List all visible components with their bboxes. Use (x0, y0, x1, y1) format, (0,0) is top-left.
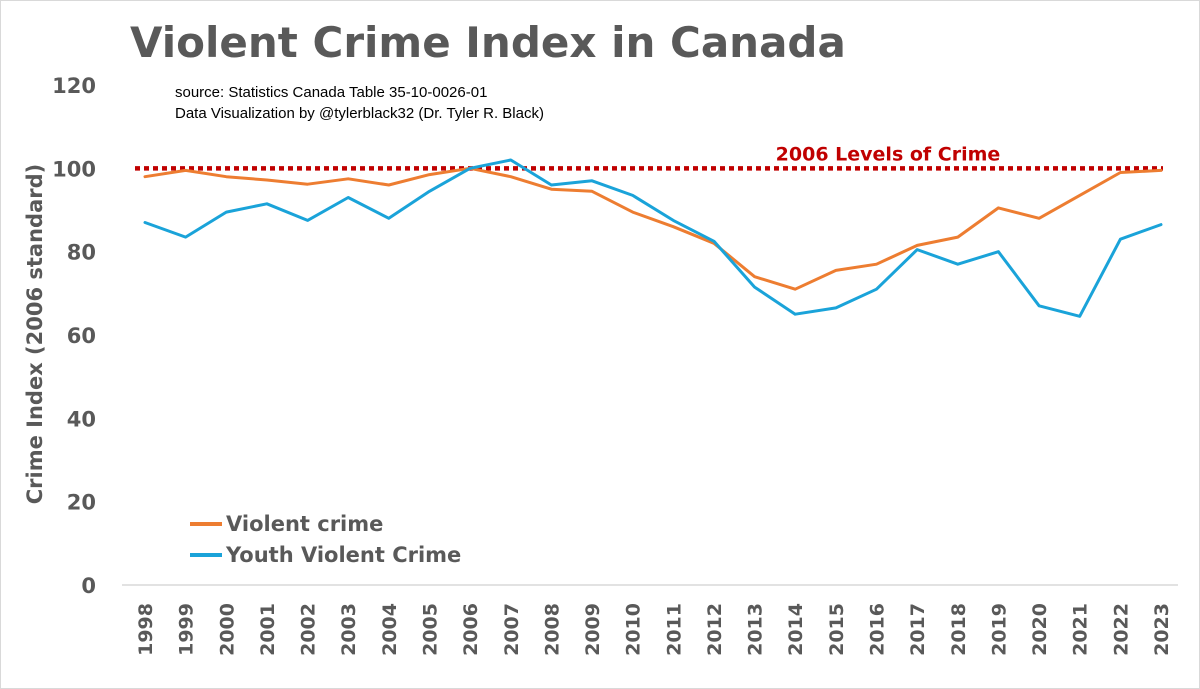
x-axis-ticks: 1998 1999 2000 2001 2002 2003 2004 2005 2006 2007… (135, 603, 1173, 656)
legend-item-youth-violent-crime: Youth Violent Crime (190, 539, 461, 570)
y-tick-label: 60 (67, 324, 96, 348)
x-tick-label: 2014 (785, 603, 807, 656)
legend-item-violent-crime: Violent crime (190, 508, 461, 539)
x-tick-label: 2005 (419, 603, 441, 656)
legend: Violent crime Youth Violent Crime (190, 508, 461, 570)
x-tick-label: 2006 (460, 603, 482, 656)
x-tick-label: 2012 (704, 603, 726, 656)
x-tick-label: 2019 (988, 603, 1010, 656)
x-tick-label: 2007 (501, 603, 523, 656)
legend-swatch-violent-crime (190, 521, 222, 526)
series-line-youth-violent-crime (143, 158, 1163, 318)
x-tick-label: 2004 (379, 603, 401, 656)
credit-line: Data Visualization by @tylerblack32 (Dr.… (175, 105, 544, 122)
source-line: source: Statistics Canada Table 35-10-00… (175, 84, 488, 101)
y-tick-label: 100 (52, 157, 96, 181)
chart-title: Violent Crime Index in Canada (130, 18, 846, 67)
x-tick-label: 2003 (338, 603, 360, 656)
x-tick-label: 2021 (1070, 603, 1092, 656)
legend-swatch-youth-violent-crime (190, 552, 222, 557)
x-tick-label: 2000 (216, 603, 238, 656)
y-tick-label: 120 (52, 74, 96, 98)
x-tick-label: 2022 (1110, 603, 1132, 656)
x-tick-label: 1999 (176, 603, 198, 656)
x-tick-label: 2016 (867, 603, 889, 656)
y-tick-label: 0 (81, 574, 96, 598)
legend-label-violent-crime: Violent crime (226, 511, 384, 536)
y-tick-label: 20 (67, 491, 96, 515)
x-tick-label: 2023 (1151, 603, 1173, 656)
x-tick-label: 2001 (257, 603, 279, 656)
x-tick-label: 2008 (541, 603, 563, 656)
x-tick-label: 2013 (745, 603, 767, 656)
x-tick-label: 2020 (1029, 603, 1051, 656)
x-tick-label: 2011 (663, 603, 685, 656)
source-note: source: Statistics Canada Table 35-10-00… (175, 82, 544, 124)
x-tick-label: 2010 (623, 603, 645, 656)
x-tick-label: 2015 (826, 603, 848, 656)
x-tick-label: 1998 (135, 603, 157, 656)
x-tick-label: 2018 (948, 603, 970, 656)
series-layer (143, 158, 1163, 318)
x-tick-label: 2017 (907, 603, 929, 656)
y-tick-label: 80 (67, 241, 96, 265)
y-tick-label: 40 (67, 407, 96, 431)
reference-line-label: 2006 Levels of Crime (776, 143, 1001, 165)
x-tick-label: 2009 (582, 603, 604, 656)
y-axis-ticks: 0 20 40 60 80 100 120 (52, 74, 96, 598)
x-tick-label: 2002 (298, 603, 320, 656)
series-line-violent-crime (143, 166, 1163, 291)
legend-label-youth-violent-crime: Youth Violent Crime (226, 542, 462, 567)
